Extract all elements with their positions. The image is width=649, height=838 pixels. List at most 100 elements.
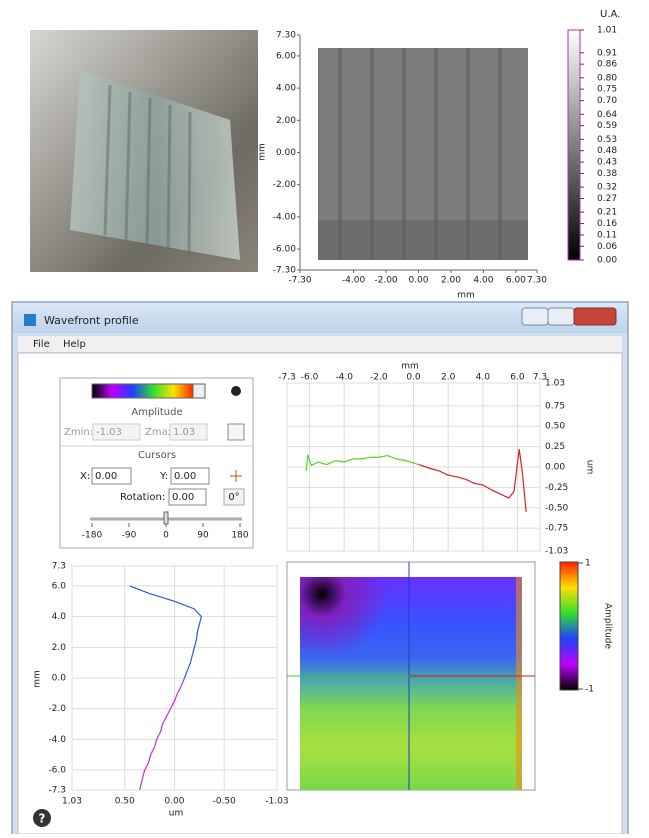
x-value: 0.00 [95, 471, 117, 482]
y-tick-label: 0.00 [545, 463, 565, 473]
y-tick-label: -7.30 [273, 266, 297, 276]
rotation-input[interactable] [168, 488, 207, 506]
x-tick-label: 0.0 [406, 373, 421, 383]
y-label: Y: [159, 471, 168, 482]
colorbar-tick-label: 0.06 [597, 242, 617, 252]
y-tick-label: 1.03 [545, 379, 565, 389]
help-icon[interactable] [33, 809, 51, 827]
colorbar-tick-label: 0.64 [597, 110, 617, 120]
colorbar-tick-label: 0.59 [597, 121, 617, 131]
y-tick-label: -0.25 [545, 483, 568, 493]
maximize-button[interactable] [547, 307, 575, 326]
y-tick-label: -7.3 [48, 786, 66, 796]
x-input[interactable] [91, 467, 132, 485]
rotation-label: Rotation: [120, 492, 165, 503]
profile-line [305, 454, 419, 472]
colorbar-tick-label: 0.53 [597, 135, 617, 145]
slider-tick-label: -180 [82, 531, 103, 541]
colorbar-tick-label: 0.43 [597, 158, 617, 168]
y-tick-label: 7.30 [276, 31, 296, 41]
colorbar-tick-label: 0.91 [597, 48, 617, 58]
x-tick-label: 1.03 [62, 797, 82, 807]
zmax-value: 1.03 [173, 427, 195, 438]
y-tick-label: 0.75 [545, 401, 565, 411]
y-tick-label: -0.50 [545, 503, 569, 513]
colorbar-tick-label: 0.21 [597, 208, 617, 218]
colormap-icon [231, 386, 241, 396]
y-tick-label: 0.50 [545, 422, 565, 432]
colorbar-tick-label: 1.01 [597, 26, 617, 36]
slider-tick-label: 180 [231, 531, 248, 541]
colorbar-tick-label: 0.11 [597, 230, 617, 240]
x-tick-label: 6.00 [506, 276, 526, 286]
y-tick-label: -2.0 [48, 704, 66, 714]
app-icon [24, 314, 36, 326]
y-tick-label: 0.0 [52, 674, 67, 684]
y-tick-label: 7.3 [52, 562, 66, 572]
colorbar-tick-label: 0.00 [597, 256, 617, 266]
zero-button-label[interactable]: 0° [228, 492, 239, 503]
y-tick-label: 2.0 [52, 643, 67, 653]
y-tick-label: -0.75 [545, 524, 568, 534]
zmax-input[interactable] [169, 423, 208, 441]
x-tick-label: -7.3 [278, 373, 296, 383]
help-icon-text[interactable]: ? [39, 812, 46, 826]
y-tick-label: -2.00 [273, 180, 297, 190]
colormap-select[interactable] [91, 383, 195, 399]
colorbar [567, 29, 581, 261]
y-tick-label: 0.25 [545, 442, 565, 452]
x-tick-label: 7.30 [527, 276, 547, 286]
colorbar-tick-label: -1 [585, 685, 594, 695]
x-tick-label: -0.50 [213, 797, 237, 807]
colormap-dropdown[interactable] [192, 383, 206, 399]
y-axis-label: mm [33, 670, 43, 688]
x-tick-label: 0.00 [164, 797, 184, 807]
y-tick-label: 2.00 [276, 116, 296, 126]
x-tick-label: 7.3 [533, 373, 547, 383]
y-tick-label: -6.0 [48, 766, 66, 776]
control-panel [59, 377, 254, 549]
zmax-label: Zmax: [145, 427, 177, 438]
grayscale-map [318, 48, 528, 260]
y-tick-label: 6.00 [276, 51, 296, 61]
x-tick-label: 2.0 [441, 373, 456, 383]
auto-scale-button[interactable] [227, 423, 245, 441]
zmin-input[interactable] [92, 423, 141, 441]
y-tick-label: -6.00 [273, 245, 297, 255]
menu-bar [18, 336, 622, 352]
menu-file[interactable]: File [33, 339, 50, 350]
profile-line [129, 585, 203, 679]
zero-button[interactable] [223, 488, 245, 506]
y-tick-label: -4.0 [48, 735, 66, 745]
menu-help[interactable]: Help [63, 339, 86, 350]
x-axis-label: um [169, 809, 183, 819]
colorbar-unit: U.A. [600, 9, 620, 20]
y-tick-label: 4.00 [276, 84, 296, 94]
colorbar-tick-label: 0.16 [597, 219, 617, 229]
y-tick-label: 4.0 [52, 612, 67, 622]
colorbar-tick-label: 0.48 [597, 146, 617, 156]
minimize-button[interactable] [521, 307, 549, 326]
zmin-label: Zmin: [64, 427, 93, 438]
close-button[interactable] [573, 307, 617, 326]
y-value: 0.00 [174, 471, 196, 482]
x-tick-label: 0.00 [408, 276, 428, 286]
cursor-icon[interactable] [230, 470, 242, 482]
map-shade [318, 220, 528, 260]
colorbar-tick-label: 0.86 [597, 60, 617, 70]
x-tick-label: 4.0 [476, 373, 491, 383]
y-axis-label: um [585, 460, 595, 474]
x-tick-label: 0.50 [115, 797, 135, 807]
rotation-value: 0.00 [172, 492, 194, 503]
y-input[interactable] [170, 467, 210, 485]
colorbar-tick-label: 1 [585, 559, 591, 569]
slider-thumb[interactable] [163, 511, 169, 525]
y-axis-label: mm [258, 143, 268, 161]
photo-stripes [103, 84, 192, 255]
window-title: Wavefront profile [44, 314, 139, 327]
slider-tick-label: -90 [122, 531, 137, 541]
colorbar-tick-label: 0.27 [597, 194, 617, 204]
x-tick-label: 4.00 [473, 276, 493, 286]
profile-line [139, 677, 186, 791]
